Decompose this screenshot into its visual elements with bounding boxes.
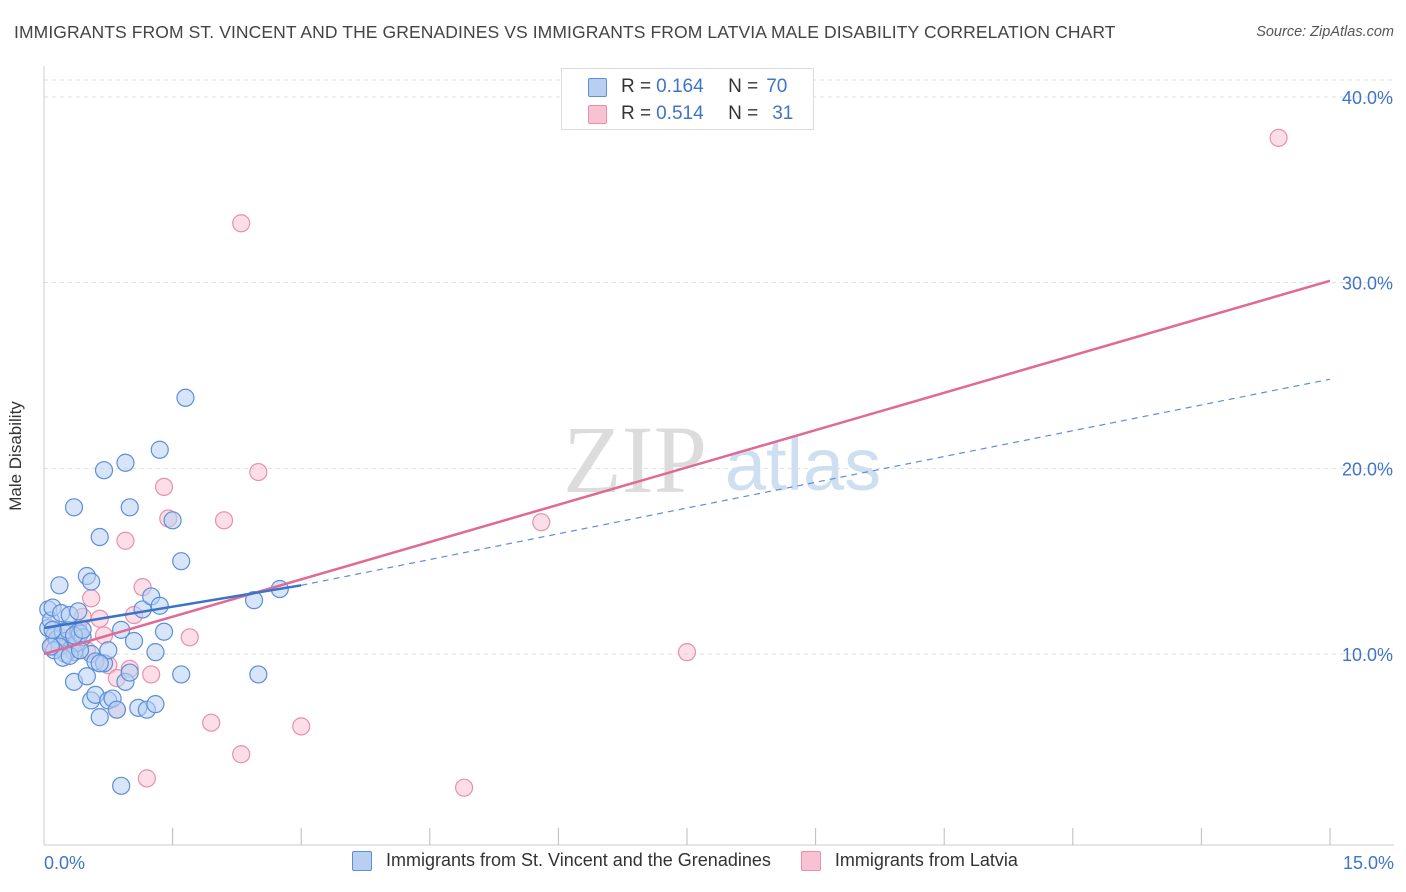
legend-label: Immigrants from St. Vincent and the Gren…	[386, 850, 771, 870]
data-point-latvia	[214, 511, 234, 530]
data-point-st-vincent	[124, 631, 144, 651]
data-point-st-vincent	[82, 572, 101, 591]
legend-r-label: R =	[621, 76, 652, 97]
data-point-st-vincent	[99, 641, 118, 660]
data-point-st-vincent	[176, 388, 195, 407]
y-axis-label: Male Disability	[6, 401, 25, 511]
data-point-st-vincent	[90, 708, 109, 727]
legend-swatch-blue	[588, 77, 607, 97]
data-point-latvia	[454, 778, 474, 797]
series-st-vincent-points	[39, 388, 289, 795]
data-point-st-vincent	[120, 498, 139, 517]
series-legend: Immigrants from St. Vincent and the Gren…	[352, 850, 1048, 871]
data-point-st-vincent	[172, 665, 191, 684]
data-point-st-vincent	[69, 602, 88, 621]
legend-r-value: 0.164	[656, 76, 704, 97]
stats-legend-row-pink: R = 0.514 N = 31	[588, 102, 793, 126]
series-legend-item-blue[interactable]: Immigrants from St. Vincent and the Gren…	[352, 850, 771, 871]
data-point-st-vincent	[244, 591, 264, 610]
legend-swatch-pink	[588, 104, 607, 124]
data-point-latvia	[232, 214, 251, 233]
legend-n-label: N =	[728, 76, 759, 97]
data-point-latvia	[142, 665, 161, 684]
data-point-st-vincent	[90, 527, 109, 547]
y-tick-label: 10.0%	[1342, 645, 1393, 665]
watermark: ZIP atlas	[563, 406, 881, 513]
trend-line-st-vincent-extrapolated	[301, 378, 1331, 586]
trend-line-st-vincent	[43, 584, 302, 630]
data-point-latvia	[180, 628, 199, 647]
trend-lines	[43, 279, 1331, 656]
stats-legend: R = 0.164 N = 70 R = 0.514 N = 31	[561, 68, 814, 130]
data-point-st-vincent	[150, 440, 169, 459]
data-point-st-vincent	[172, 552, 191, 571]
data-point-latvia	[677, 643, 697, 662]
chart-title: IMMIGRANTS FROM ST. VINCENT AND THE GREN…	[14, 22, 1116, 42]
data-point-latvia	[1269, 128, 1288, 147]
legend-n-value: 31	[772, 103, 794, 124]
data-point-st-vincent	[163, 511, 182, 530]
legend-swatch-blue	[352, 850, 372, 871]
x-tick-label-max: 15.0%	[1342, 853, 1394, 873]
data-point-st-vincent	[43, 620, 62, 639]
data-point-st-vincent	[94, 461, 114, 480]
grid-lines	[44, 79, 1394, 655]
data-point-latvia	[116, 531, 135, 550]
data-point-st-vincent	[120, 663, 139, 682]
y-tick-labels: 10.0% 20.0% 30.0% 40.0%	[1342, 88, 1393, 665]
data-point-st-vincent	[77, 667, 96, 686]
data-point-latvia	[82, 589, 101, 608]
x-tick-label-min: 0.0%	[44, 853, 86, 873]
data-point-st-vincent	[90, 654, 109, 673]
data-point-st-vincent	[150, 596, 169, 615]
stats-legend-row-blue: R = 0.164 N = 70	[588, 75, 787, 99]
data-point-st-vincent	[64, 498, 84, 517]
data-point-st-vincent	[107, 700, 126, 719]
legend-n-value: 70	[766, 76, 788, 97]
y-tick-label: 40.0%	[1342, 88, 1393, 108]
data-point-latvia	[137, 769, 156, 788]
legend-swatch-pink	[800, 850, 821, 871]
legend-n-label: N =	[728, 103, 759, 124]
data-point-latvia	[232, 745, 251, 764]
data-point-latvia	[532, 513, 551, 532]
axes	[43, 66, 1394, 846]
source-credit: Source: ZipAtlas.com	[1256, 24, 1394, 40]
data-point-st-vincent	[73, 620, 92, 639]
data-point-st-vincent	[116, 453, 135, 472]
data-point-st-vincent	[146, 643, 165, 662]
data-point-st-vincent	[146, 695, 165, 714]
data-point-latvia	[249, 462, 268, 482]
data-point-st-vincent	[154, 622, 174, 641]
trend-line-latvia	[43, 279, 1331, 656]
data-point-st-vincent	[249, 665, 268, 684]
series-legend-item-pink[interactable]: Immigrants from Latvia	[800, 850, 1018, 871]
data-point-st-vincent	[112, 776, 131, 795]
legend-label: Immigrants from Latvia	[834, 850, 1018, 870]
y-tick-label: 20.0%	[1342, 459, 1393, 479]
data-point-latvia	[154, 477, 174, 496]
y-tick-label: 30.0%	[1342, 274, 1393, 294]
legend-r-label: R =	[621, 103, 652, 124]
legend-r-value: 0.514	[656, 103, 704, 124]
data-point-latvia	[202, 713, 221, 732]
data-point-st-vincent	[50, 576, 69, 595]
data-point-latvia	[292, 717, 311, 736]
watermark-atlas: atlas	[725, 423, 881, 506]
